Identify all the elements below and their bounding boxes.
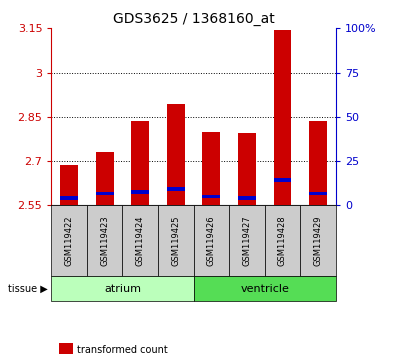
Bar	[131, 190, 149, 194]
Text: GSM119425: GSM119425	[171, 216, 180, 266]
Text: GSM119424: GSM119424	[136, 216, 145, 266]
Text: GSM119423: GSM119423	[100, 215, 109, 266]
Title: GDS3625 / 1368160_at: GDS3625 / 1368160_at	[113, 12, 275, 26]
Bar	[202, 132, 220, 205]
Bar	[202, 195, 220, 198]
Text: transformed count: transformed count	[77, 345, 168, 354]
Bar	[274, 178, 292, 182]
Bar	[309, 121, 327, 205]
Text: tissue ▶: tissue ▶	[8, 284, 47, 293]
Text: GSM119428: GSM119428	[278, 215, 287, 266]
Text: atrium: atrium	[104, 284, 141, 293]
Bar	[167, 187, 184, 191]
Text: GSM119426: GSM119426	[207, 215, 216, 266]
Bar	[238, 133, 256, 205]
Text: ventricle: ventricle	[240, 284, 289, 293]
Bar	[274, 30, 292, 205]
Bar	[238, 196, 256, 200]
Text: GSM119429: GSM119429	[314, 216, 322, 266]
Text: GSM119422: GSM119422	[65, 216, 73, 266]
Bar	[131, 121, 149, 205]
Text: GSM119427: GSM119427	[243, 215, 251, 266]
Bar	[60, 196, 78, 200]
Bar	[167, 103, 184, 205]
Bar	[96, 192, 114, 195]
Bar	[309, 192, 327, 195]
Bar	[60, 165, 78, 205]
Bar	[96, 152, 114, 205]
